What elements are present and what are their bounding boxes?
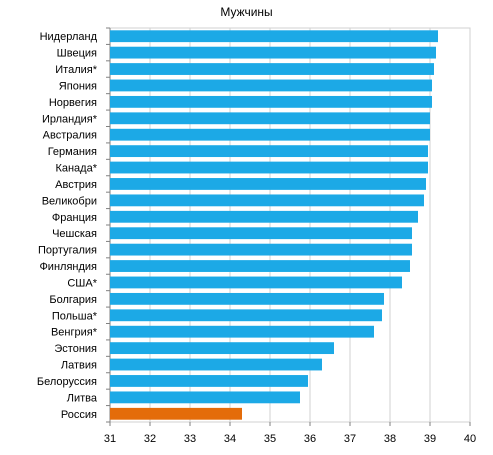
bar xyxy=(110,243,412,256)
x-tick-label: 31 xyxy=(104,433,116,445)
bar xyxy=(110,276,402,289)
bar xyxy=(110,30,438,43)
bar xyxy=(110,325,374,338)
bar xyxy=(110,178,426,190)
category-label: Великобри xyxy=(42,195,97,207)
bar xyxy=(110,46,436,59)
category-label: Литва xyxy=(67,392,98,404)
category-label: Болгария xyxy=(49,294,97,306)
x-tick-label: 33 xyxy=(184,433,196,445)
category-label: Норвегия xyxy=(49,97,97,109)
category-label: Германия xyxy=(48,146,97,158)
category-label: Италия* xyxy=(55,64,97,76)
category-label: Чешская xyxy=(52,228,97,240)
category-label: Португалия xyxy=(38,245,97,257)
x-tick-label: 35 xyxy=(264,433,276,445)
category-label: Белоруссия xyxy=(37,376,97,388)
bar xyxy=(110,79,432,92)
category-label: Россия xyxy=(61,409,97,421)
bar xyxy=(110,292,384,305)
bar xyxy=(110,227,412,240)
category-label: Латвия xyxy=(61,360,97,372)
bar xyxy=(110,95,432,108)
bar xyxy=(110,63,434,75)
bar xyxy=(110,375,308,387)
bar xyxy=(110,145,428,158)
x-tick-label: 39 xyxy=(424,433,436,445)
x-tick-label: 32 xyxy=(144,433,156,445)
bar xyxy=(110,309,382,322)
x-tick-label: 37 xyxy=(344,433,356,445)
chart-title: Мужчины xyxy=(220,5,273,19)
bar xyxy=(110,391,300,404)
bar xyxy=(110,194,424,207)
x-tick-label: 40 xyxy=(464,433,476,445)
category-label: Эстония xyxy=(54,343,97,355)
category-label: Австрия xyxy=(55,179,97,191)
bar xyxy=(110,407,242,420)
bar xyxy=(110,210,418,223)
bar xyxy=(110,358,322,371)
category-label: Австралия xyxy=(43,130,97,142)
category-label: Ирландия* xyxy=(42,113,98,125)
category-label: Япония xyxy=(59,80,97,92)
x-tick-label: 34 xyxy=(224,433,236,445)
x-tick-label: 36 xyxy=(304,433,316,445)
category-label: Канада* xyxy=(55,163,97,175)
bar xyxy=(110,112,430,125)
category-label: Нидерланд xyxy=(40,31,98,43)
bar xyxy=(110,260,410,272)
bar xyxy=(110,342,334,355)
category-label: Венгрия* xyxy=(51,327,98,339)
category-label: США* xyxy=(67,277,97,289)
x-tick-label: 38 xyxy=(384,433,396,445)
category-label: Франция xyxy=(52,212,97,224)
bar xyxy=(110,128,430,141)
category-label: Польша* xyxy=(52,310,98,322)
category-label: Финляндия xyxy=(39,261,97,273)
bar xyxy=(110,161,428,174)
category-label: Швеция xyxy=(57,48,97,60)
